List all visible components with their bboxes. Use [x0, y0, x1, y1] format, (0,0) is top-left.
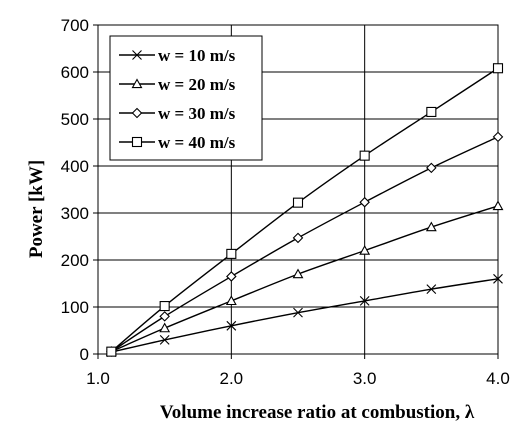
- data-point: [492, 200, 504, 211]
- data-point: [292, 268, 304, 279]
- data-point: [226, 248, 237, 259]
- data-point: [292, 232, 304, 244]
- legend-marker: [131, 78, 143, 89]
- data-point: [359, 150, 370, 161]
- x-tick-label: 1.0: [86, 369, 110, 388]
- y-axis-ticks: 0 100 200 300 400 500 600 700: [61, 16, 98, 364]
- data-point: [359, 244, 371, 255]
- legend-item: w = 10 m/s: [119, 46, 236, 65]
- data-point: [226, 320, 237, 331]
- y-tick-label: 500: [61, 110, 89, 129]
- data-point: [359, 296, 370, 306]
- legend-item: w = 20 m/s: [119, 75, 236, 94]
- data-point: [106, 346, 117, 357]
- data-point: [426, 162, 437, 174]
- legend-item: w = 30 m/s: [119, 104, 236, 123]
- y-tick-label: 600: [61, 63, 89, 82]
- data-point: [492, 63, 504, 74]
- y-tick-label: 400: [61, 157, 89, 176]
- y-axis-title: Power [kW]: [26, 160, 47, 258]
- x-tick-label: 4.0: [486, 369, 510, 388]
- legend-item: w = 40 m/s: [119, 133, 236, 152]
- y-tick-label: 700: [61, 16, 89, 35]
- x-tick-label: 2.0: [220, 369, 244, 388]
- data-point: [426, 284, 437, 295]
- y-tick-label: 0: [80, 345, 89, 364]
- y-tick-label: 100: [61, 298, 89, 317]
- legend-marker: [131, 136, 143, 148]
- y-tick-label: 200: [61, 251, 89, 270]
- series-2: [105, 200, 504, 356]
- data-point: [159, 301, 170, 312]
- series-line: [111, 278, 499, 353]
- legend-label: w = 20 m/s: [158, 75, 236, 94]
- series-1: [106, 273, 503, 358]
- data-series: [105, 63, 504, 358]
- series-line: [110, 136, 499, 353]
- data-point: [225, 295, 237, 306]
- x-axis-title: Volume increase ratio at combustion, λ: [160, 402, 475, 423]
- data-point: [292, 197, 304, 208]
- legend-marker: [132, 50, 142, 60]
- legend-label: w = 10 m/s: [158, 46, 236, 65]
- data-point: [492, 131, 504, 143]
- series-3: [106, 131, 504, 357]
- data-point: [226, 271, 237, 282]
- data-point: [293, 307, 303, 318]
- series-4: [106, 63, 504, 357]
- legend: w = 10 m/s w = 20 m/s w = 30 m/s w = 40 m/s: [109, 35, 263, 161]
- data-point: [493, 273, 503, 284]
- data-point: [159, 335, 170, 345]
- data-point: [159, 322, 171, 333]
- y-tick-label: 300: [61, 204, 89, 223]
- data-point: [426, 106, 437, 117]
- legend-marker: [131, 107, 143, 119]
- legend-label: w = 30 m/s: [158, 104, 236, 123]
- x-axis-ticks: 1.0 2.0 3.0 4.0: [86, 354, 510, 388]
- data-point: [425, 221, 437, 232]
- plot-frame: [97, 24, 499, 355]
- data-point: [359, 196, 370, 208]
- data-point: [159, 311, 170, 322]
- series-line: [111, 205, 499, 353]
- legend-label: w = 40 m/s: [158, 133, 236, 152]
- x-tick-label: 3.0: [353, 369, 377, 388]
